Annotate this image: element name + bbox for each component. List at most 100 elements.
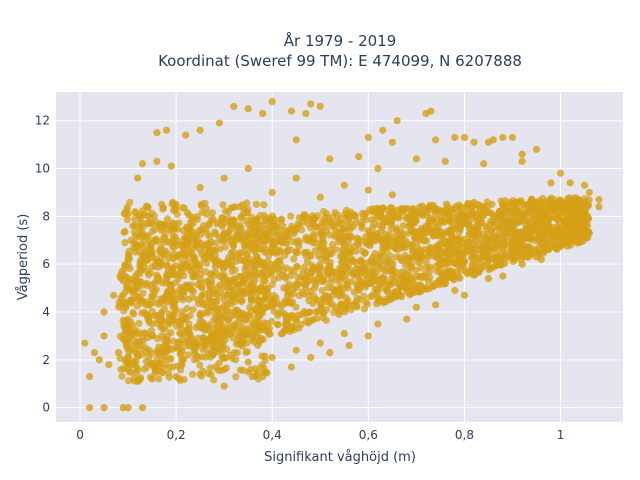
scatter-point — [243, 348, 251, 356]
scatter-point — [421, 270, 430, 278]
chart-title-line-2: Koordinat (Sweref 99 TM): E 474099, N 62… — [158, 52, 522, 70]
scatter-point — [340, 329, 348, 338]
y-tick-label: 2 — [42, 353, 50, 367]
scatter-point — [325, 231, 333, 239]
scatter-point — [576, 217, 584, 226]
scatter-point — [580, 198, 588, 206]
scatter-point — [120, 365, 128, 373]
scatter-point — [200, 290, 208, 298]
scatter-point — [281, 251, 289, 259]
scatter-point — [532, 198, 540, 206]
scatter-point — [508, 133, 517, 142]
scatter-point — [306, 308, 314, 316]
scatter-point — [150, 299, 159, 307]
scatter-point — [292, 174, 300, 182]
scatter-point — [124, 377, 133, 385]
scatter-point — [501, 237, 509, 246]
scatter-point — [180, 375, 188, 384]
scatter-point — [506, 243, 514, 251]
scatter-point — [164, 254, 173, 263]
scatter-point — [207, 279, 215, 287]
scatter-point — [160, 305, 169, 313]
scatter-point — [204, 369, 212, 378]
scatter-point — [232, 373, 240, 381]
y-tick-label: 6 — [42, 257, 50, 271]
scatter-point — [198, 208, 206, 216]
scatter-point — [356, 295, 364, 304]
scatter-point — [262, 284, 270, 293]
scatter-point — [417, 251, 425, 259]
scatter-point — [318, 286, 326, 295]
scatter-point — [196, 260, 204, 268]
scatter-point — [232, 234, 240, 242]
scatter-point — [328, 249, 336, 258]
scatter-point — [155, 365, 163, 373]
scatter-point — [368, 208, 376, 216]
scatter-point — [244, 311, 252, 319]
scatter-point — [487, 264, 495, 272]
scatter-point — [132, 242, 141, 251]
scatter-point — [526, 243, 534, 251]
scatter-point — [229, 216, 238, 224]
scatter-point — [585, 188, 593, 197]
scatter-point — [574, 195, 582, 203]
scatter-point — [388, 191, 396, 199]
scatter-point — [261, 248, 269, 256]
scatter-point — [287, 107, 296, 115]
scatter-point — [212, 297, 220, 305]
scatter-point — [518, 211, 526, 219]
scatter-point — [518, 228, 526, 236]
scatter-point — [393, 206, 401, 214]
scatter-point — [278, 239, 287, 247]
scatter-point — [262, 291, 270, 299]
scatter-point — [390, 238, 398, 246]
scatter-point — [219, 201, 227, 209]
scatter-point — [191, 272, 199, 280]
scatter-point — [302, 212, 310, 220]
scatter-point — [133, 302, 141, 310]
scatter-point — [179, 331, 187, 339]
scatter-point — [399, 222, 407, 230]
scatter-point — [302, 109, 310, 118]
scatter-point — [438, 239, 446, 248]
scatter-point — [163, 215, 172, 223]
scatter-point — [201, 336, 210, 344]
scatter-point — [188, 293, 197, 301]
scatter-point — [284, 283, 292, 291]
scatter-point — [252, 200, 261, 208]
scatter-point — [595, 203, 603, 211]
scatter-point — [121, 239, 129, 247]
scatter-point — [436, 246, 445, 254]
scatter-point — [495, 223, 503, 231]
scatter-point — [420, 237, 428, 245]
scatter-point — [293, 239, 301, 247]
scatter-point — [220, 365, 228, 373]
scatter-point — [168, 243, 177, 251]
scatter-point — [440, 280, 448, 288]
scatter-point — [257, 237, 265, 246]
scatter-point — [116, 354, 124, 362]
scatter-point — [493, 251, 501, 259]
scatter-point — [210, 290, 218, 298]
x-tick-label: 0,6 — [359, 428, 378, 442]
scatter-point — [343, 298, 351, 307]
scatter-point — [294, 273, 302, 281]
scatter-point — [324, 284, 332, 292]
scatter-point — [417, 227, 425, 235]
scatter-point — [206, 364, 214, 372]
y-tick-label: 8 — [42, 209, 50, 223]
scatter-point — [121, 356, 130, 364]
scatter-point — [169, 315, 177, 323]
scatter-point — [382, 257, 390, 265]
scatter-point — [142, 347, 150, 355]
scatter-point — [449, 226, 457, 234]
scatter-point — [554, 216, 562, 224]
scatter-point — [183, 238, 191, 247]
scatter-point — [176, 317, 184, 325]
scatter-point — [244, 164, 252, 173]
scatter-point — [244, 105, 252, 113]
scatter-point — [287, 212, 295, 220]
scatter-point — [146, 269, 154, 277]
scatter-point — [310, 277, 318, 285]
scatter-point — [221, 336, 229, 344]
